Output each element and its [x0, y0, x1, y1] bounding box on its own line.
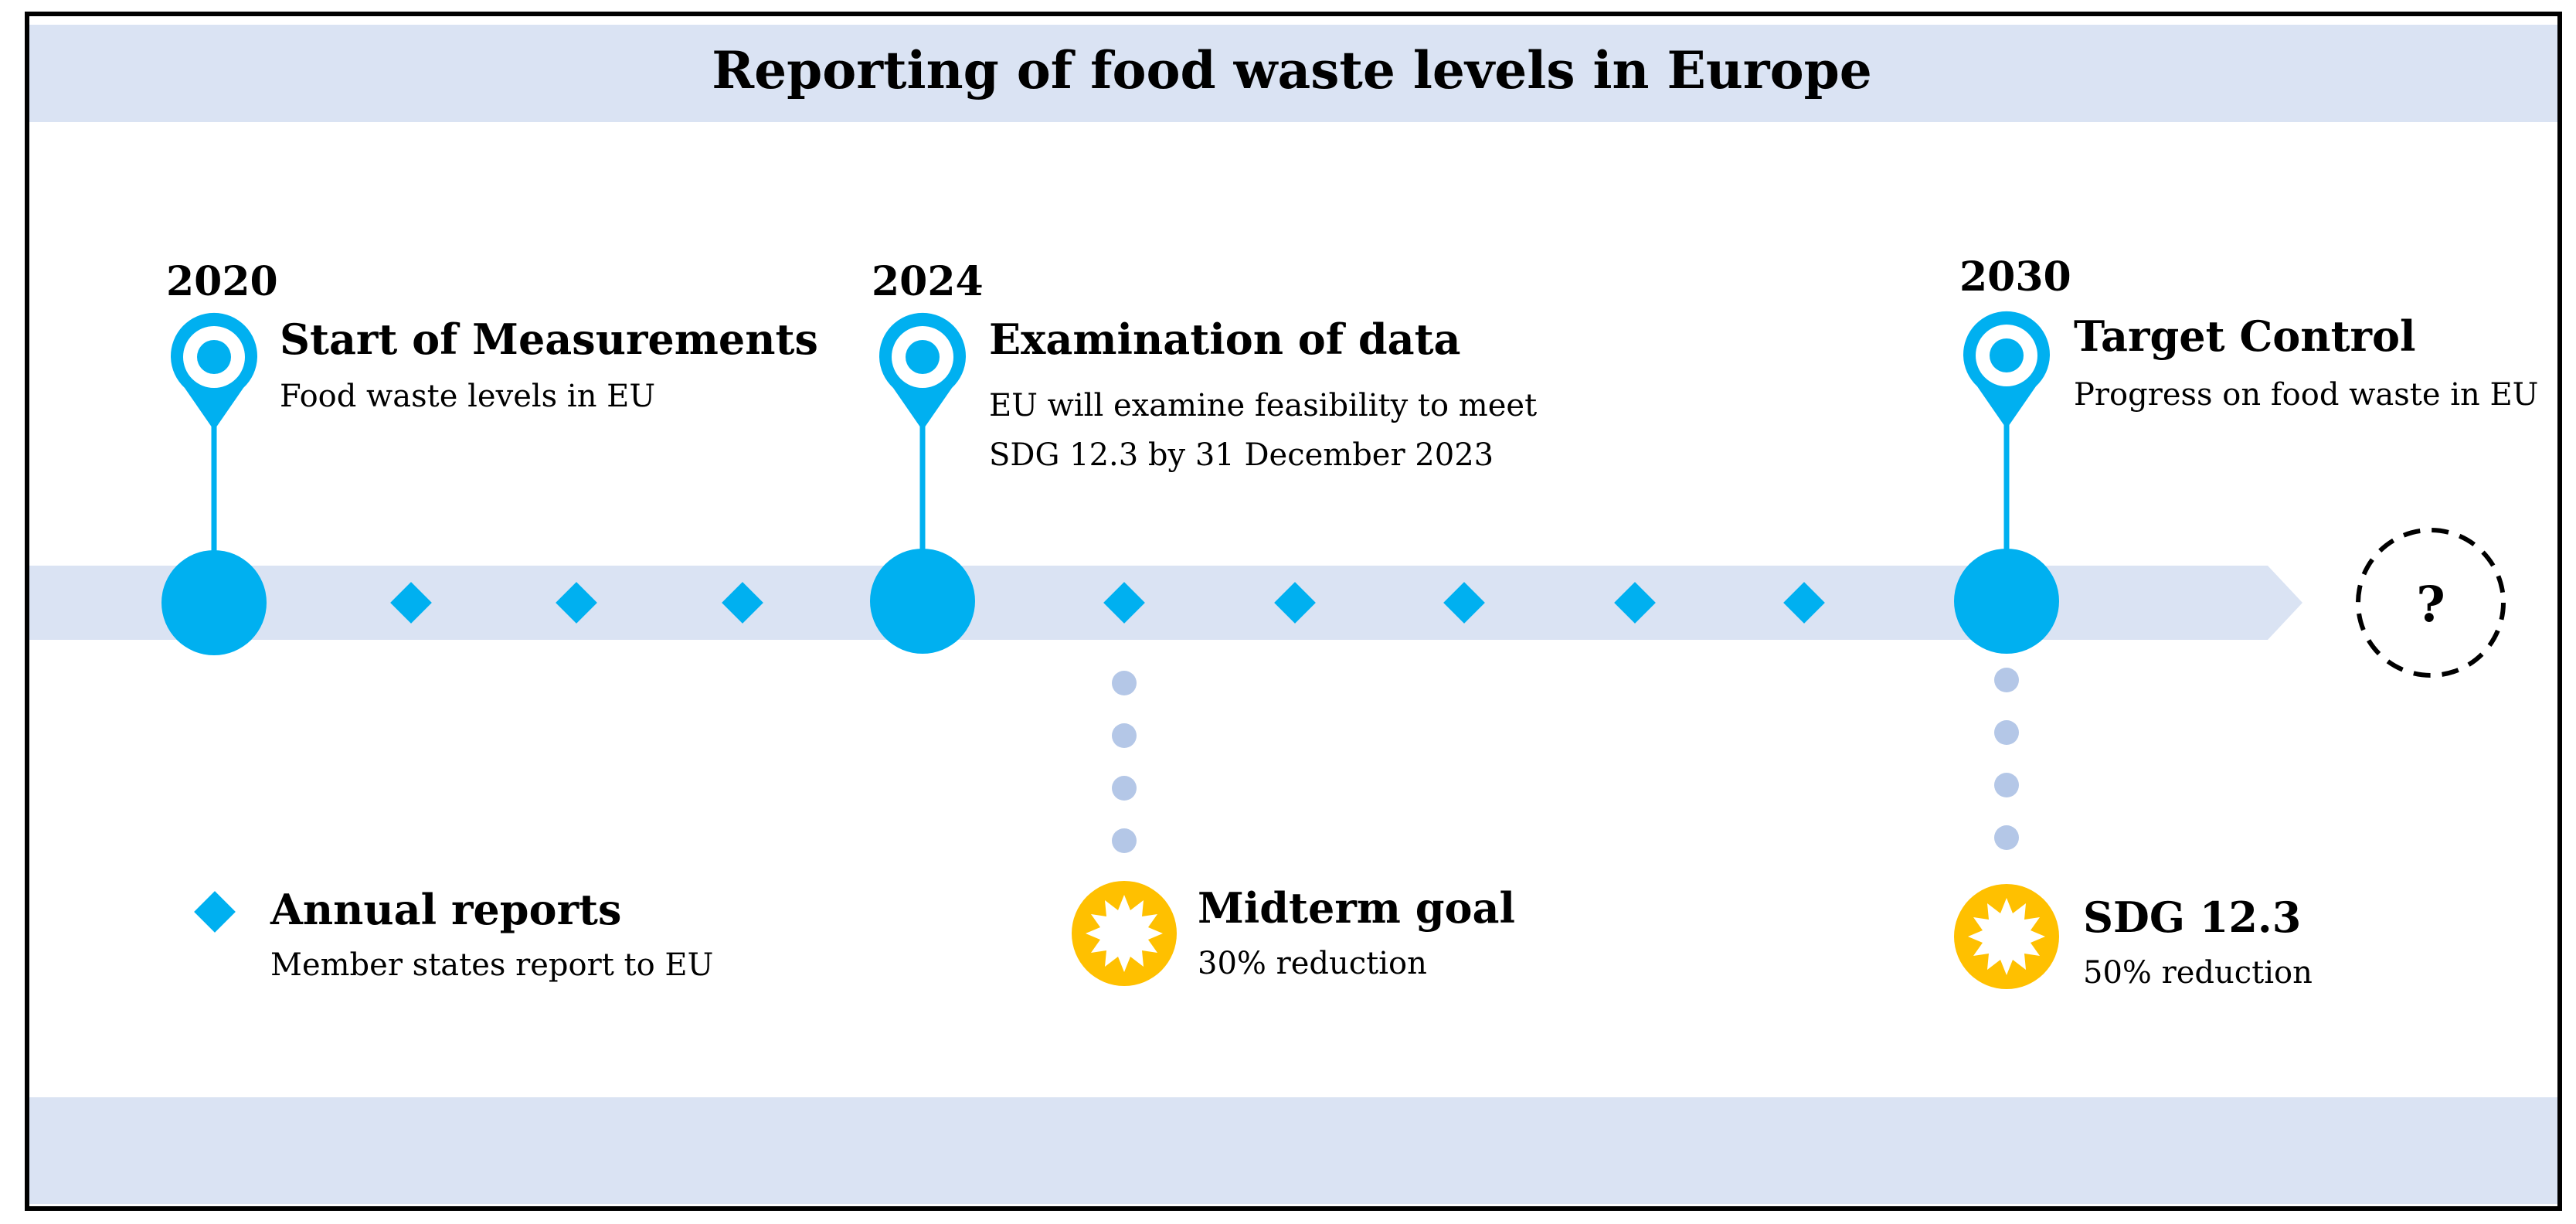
- connector-dot: [1994, 720, 2019, 745]
- goal-title: Midterm goal: [1198, 883, 1515, 933]
- milestone-node-2030: [1954, 549, 2059, 654]
- milestone-year: 2030: [1959, 253, 2071, 301]
- milestone-title: Start of Measurements: [280, 314, 818, 364]
- connector-dot: [1112, 776, 1137, 801]
- connector-dot: [1994, 825, 2019, 850]
- question-circle-icon: [2356, 528, 2506, 678]
- connector-dot: [1994, 773, 2019, 797]
- milestone-line: EU will examine feasibility to meet: [989, 388, 1537, 423]
- milestone-title: Target Control: [2074, 311, 2416, 361]
- legend-title: Annual reports: [270, 885, 621, 934]
- future-marker-label: ?: [2416, 576, 2445, 634]
- sun-badge-icon: [1072, 881, 1177, 986]
- sun-badge-icon: [1954, 884, 2059, 989]
- location-pin-icon: [171, 312, 257, 430]
- goal-subtitle: 50% reduction: [2083, 955, 2313, 991]
- milestone-line: SDG 12.3 by 31 December 2023: [989, 437, 1494, 473]
- goal-title: SDG 12.3: [2083, 892, 2301, 942]
- milestone-node-2024: [870, 549, 975, 654]
- connector-dot: [1112, 828, 1137, 853]
- footer-band: [29, 1097, 2557, 1204]
- milestone-line: Progress on food waste in EU: [2074, 377, 2538, 413]
- location-pin-icon: [879, 312, 966, 430]
- milestone-node-2020: [161, 550, 267, 655]
- milestone-year: 2024: [872, 258, 984, 305]
- timeline-arrow: [29, 566, 2302, 640]
- connector-dot: [1994, 668, 2019, 692]
- connector-dot: [1112, 723, 1137, 748]
- milestone-title: Examination of data: [989, 314, 1461, 364]
- goal-subtitle: 30% reduction: [1198, 946, 1427, 981]
- legend-subtitle: Member states report to EU: [270, 947, 713, 983]
- title-band: [29, 25, 2557, 122]
- connector-dot: [1112, 671, 1137, 695]
- milestone-year: 2020: [166, 258, 278, 305]
- location-pin-icon: [1963, 311, 2050, 429]
- milestone-line: Food waste levels in EU: [280, 379, 655, 414]
- diagram-title: Reporting of food waste levels in Europe: [712, 40, 1871, 100]
